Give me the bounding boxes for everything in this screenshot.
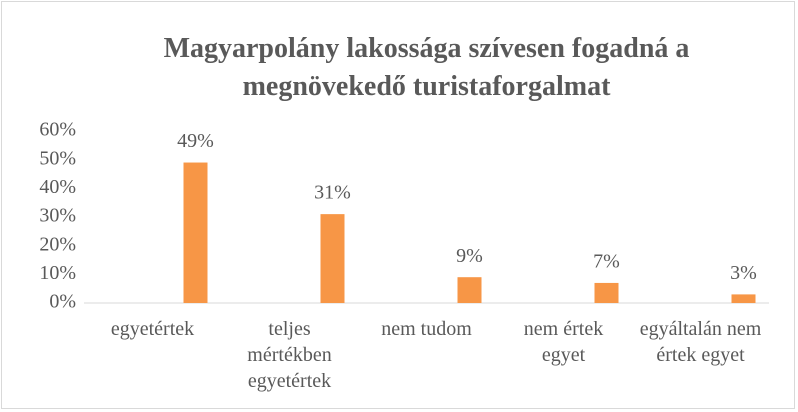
chart-title: Magyarpolány lakossága szívesen fogadná …: [163, 33, 690, 102]
x-tick-label: nem tudom: [381, 318, 472, 340]
data-label: 49%: [177, 130, 214, 152]
bar: [594, 282, 619, 303]
data-label: 9%: [456, 245, 483, 267]
bar: [731, 294, 756, 303]
x-tick-label: nem értek egyet: [523, 318, 604, 366]
data-label: 7%: [593, 251, 620, 273]
data-label: 31%: [314, 182, 351, 204]
data-label: 3%: [730, 262, 757, 284]
x-tick-label: egyáltalán nem értek egyet: [639, 318, 762, 366]
y-tick-label: 10%: [39, 262, 76, 284]
y-tick-label: 30%: [39, 205, 76, 227]
x-tick-label: egyetértek: [110, 318, 195, 340]
y-tick-label: 20%: [39, 233, 76, 255]
x-tick-label: teljes mértékben egyetértek: [247, 318, 332, 392]
bar: [183, 162, 208, 303]
y-tick-label: 50%: [39, 147, 76, 169]
y-tick-label: 0%: [49, 291, 76, 313]
bar: [457, 277, 482, 303]
y-tick-label: 60%: [39, 119, 76, 141]
bar: [320, 214, 345, 303]
y-tick-label: 40%: [39, 176, 76, 198]
